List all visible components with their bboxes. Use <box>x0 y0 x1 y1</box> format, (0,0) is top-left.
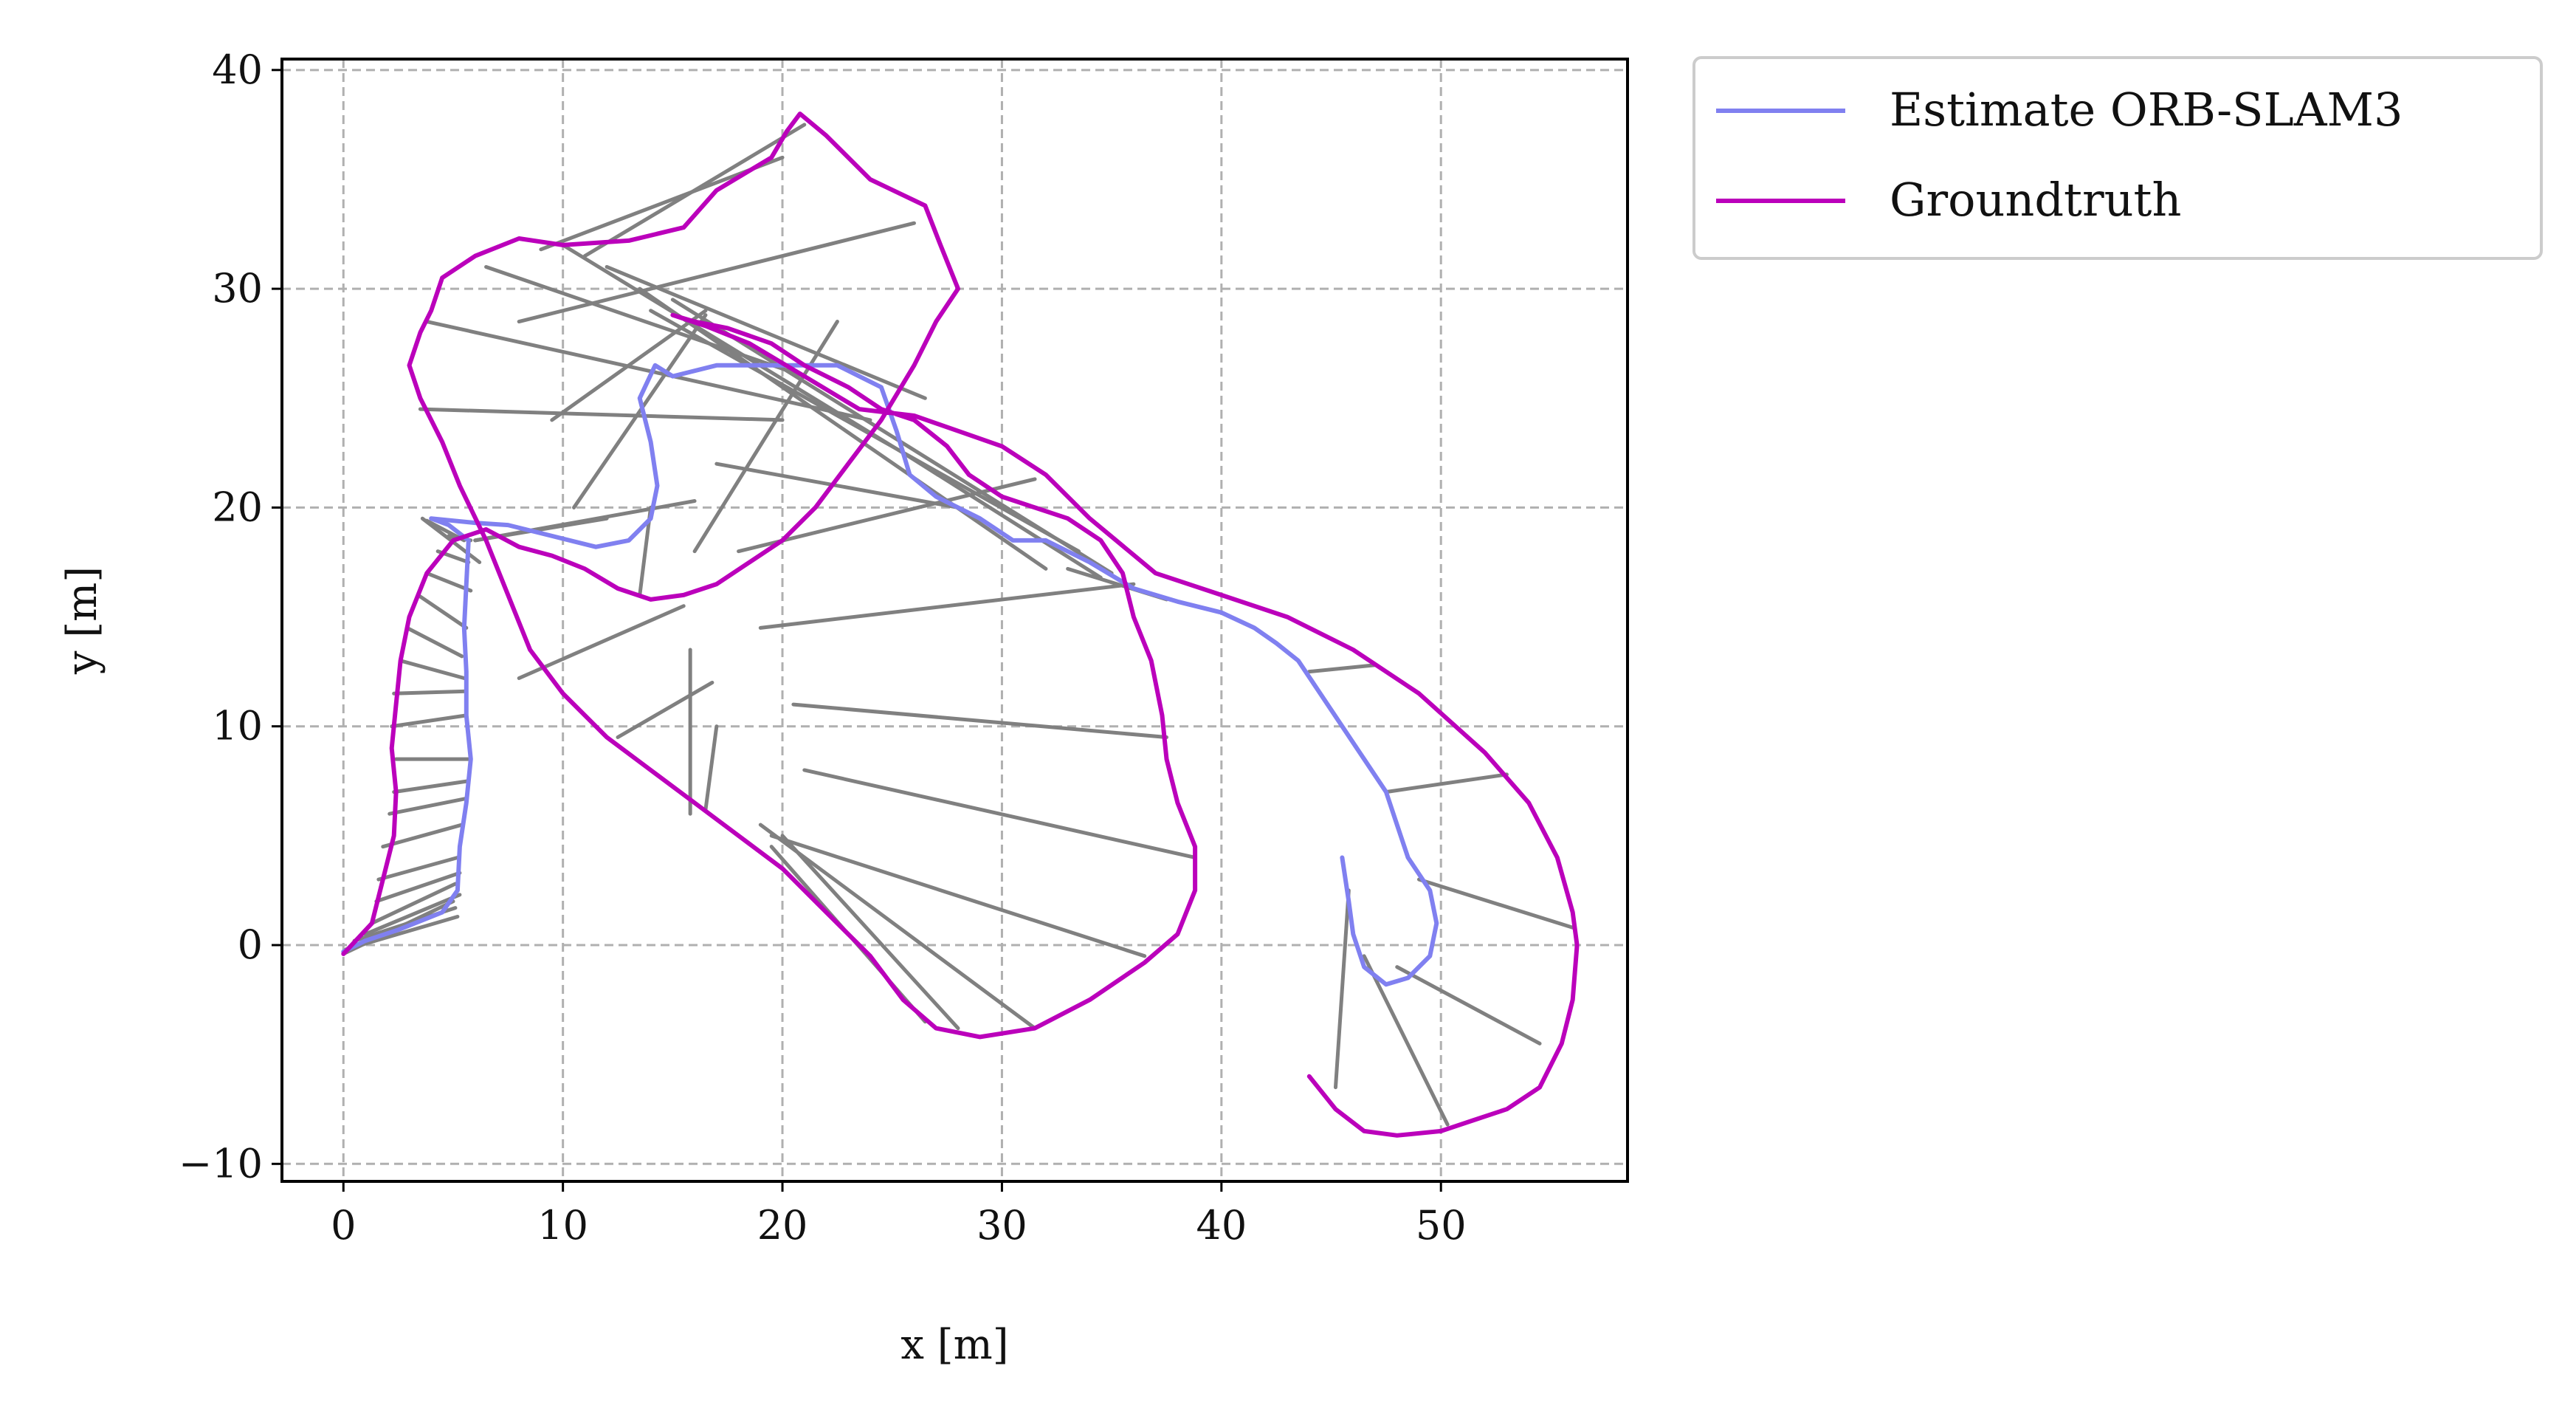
error-segment-5 <box>374 871 462 904</box>
error-segment-49 <box>638 286 1048 571</box>
axes-frame <box>280 58 1629 1183</box>
error-segment-47 <box>780 834 960 1031</box>
error-segment-57 <box>1362 954 1450 1127</box>
legend-label-estimate: Estimate ORB-SLAM3 <box>1890 83 2403 137</box>
x-tick-label: 50 <box>1416 1202 1467 1249</box>
y-tick-label: 0 <box>238 921 263 968</box>
y-tick-label: 10 <box>212 703 263 749</box>
error-segment-55 <box>1416 877 1575 930</box>
error-segment-1 <box>343 914 460 952</box>
error-segment-13 <box>399 659 466 681</box>
error-segment-21 <box>517 604 686 681</box>
error-segment-58 <box>1333 888 1351 1090</box>
error-segment-38 <box>692 320 839 554</box>
x-axis-label: x [m] <box>900 1321 1008 1369</box>
error-segment-22 <box>616 680 714 740</box>
error-segment-42 <box>791 702 1168 740</box>
error-segment-9 <box>392 779 471 794</box>
error-segment-3 <box>363 893 462 936</box>
error-segment-14 <box>405 625 464 659</box>
error-segment-28 <box>572 313 708 509</box>
error-segment-15 <box>416 593 469 630</box>
x-tick-label: 10 <box>537 1202 588 1249</box>
error-segment-40 <box>758 582 1136 630</box>
error-segment-31 <box>424 320 872 422</box>
error-segment-51 <box>901 450 1103 580</box>
y-axis-label: y [m] <box>58 566 106 675</box>
x-tick-label: 0 <box>331 1202 356 1249</box>
plot-area <box>272 58 1629 1192</box>
estimate-line <box>341 363 1439 987</box>
error-segment-39 <box>714 461 960 509</box>
error-segment-44 <box>769 834 1147 958</box>
error-segment-7 <box>381 823 464 849</box>
y-tick-label: 40 <box>212 47 263 93</box>
error-segment-36 <box>561 243 906 455</box>
error-segment-33 <box>517 221 916 324</box>
error-segment-45 <box>758 823 1037 1031</box>
legend-box <box>1692 56 2543 260</box>
x-tick-label: 40 <box>1196 1202 1247 1249</box>
y-tick-label: −10 <box>179 1140 263 1187</box>
ticks <box>272 69 1442 1192</box>
error-segment-50 <box>670 298 1114 575</box>
error-segment-6 <box>376 855 460 882</box>
error-segment-8 <box>388 796 469 816</box>
legend: Estimate ORB-SLAM3 Groundtruth <box>1692 56 2543 260</box>
error-segments <box>341 123 1575 1127</box>
legend-label-groundtruth: Groundtruth <box>1890 173 2181 227</box>
error-segment-4 <box>370 882 458 925</box>
error-segment-16 <box>424 571 473 593</box>
groundtruth-line <box>341 111 1580 1138</box>
y-tick-label: 20 <box>212 484 263 530</box>
error-segment-37 <box>605 264 927 400</box>
error-segment-41 <box>737 477 1037 554</box>
error-segment-12 <box>392 689 469 696</box>
error-segment-56 <box>1395 965 1542 1046</box>
error-segment-43 <box>802 768 1197 859</box>
error-segment-53 <box>1307 663 1377 674</box>
error-segment-48 <box>649 309 1081 554</box>
error-segment-30 <box>418 407 785 422</box>
x-tick-label: 20 <box>757 1202 808 1249</box>
series-lines <box>341 111 1580 1138</box>
error-segment-54 <box>1384 772 1509 794</box>
y-tick-label: 30 <box>212 265 263 312</box>
error-segment-23 <box>703 724 719 811</box>
x-tick-label: 30 <box>977 1202 1027 1249</box>
error-segment-11 <box>390 713 469 729</box>
